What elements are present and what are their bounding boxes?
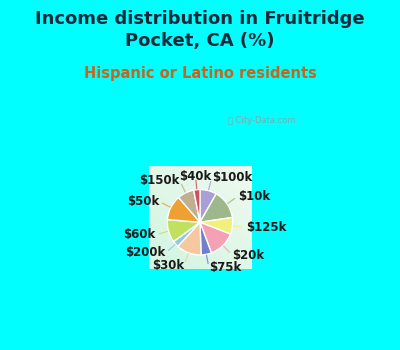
Text: $125k: $125k	[246, 221, 286, 234]
Text: $100k: $100k	[212, 171, 252, 184]
Text: $200k: $200k	[126, 246, 166, 259]
Text: $40k: $40k	[180, 170, 212, 183]
Wedge shape	[200, 217, 233, 234]
Wedge shape	[194, 190, 200, 222]
Text: ⓘ City-Data.com: ⓘ City-Data.com	[228, 116, 295, 125]
Wedge shape	[200, 222, 212, 255]
Text: $20k: $20k	[232, 248, 264, 261]
Wedge shape	[200, 222, 230, 253]
Text: $150k: $150k	[140, 174, 180, 187]
Text: Income distribution in Fruitridge
Pocket, CA (%): Income distribution in Fruitridge Pocket…	[35, 10, 365, 50]
Text: $75k: $75k	[209, 261, 241, 274]
Wedge shape	[174, 222, 200, 246]
Text: $30k: $30k	[152, 259, 184, 272]
Wedge shape	[168, 197, 200, 222]
Text: $50k: $50k	[127, 195, 159, 208]
Wedge shape	[200, 194, 232, 222]
Text: $60k: $60k	[124, 228, 156, 241]
Text: Hispanic or Latino residents: Hispanic or Latino residents	[84, 66, 316, 81]
Wedge shape	[200, 190, 216, 222]
Wedge shape	[178, 222, 201, 255]
Wedge shape	[179, 190, 200, 222]
Wedge shape	[167, 219, 200, 241]
Text: $10k: $10k	[238, 190, 270, 203]
